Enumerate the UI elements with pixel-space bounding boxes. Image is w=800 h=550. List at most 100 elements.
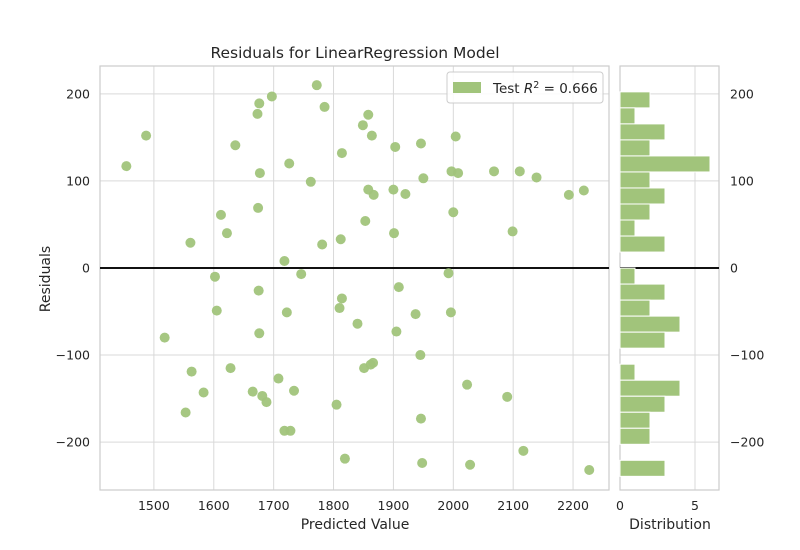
residual-point [507,226,518,237]
residual-point [462,379,473,390]
residual-point [141,130,152,141]
residual-point [296,269,307,280]
residual-point [305,176,316,187]
y-axis-label: Residuals [38,246,54,312]
residual-point [185,237,196,248]
x-tick-label: 1700 [258,498,290,513]
residual-point [465,459,476,470]
residual-point [279,256,290,267]
histogram-y-tick-label: −200 [730,435,764,450]
x-tick-label: 2000 [437,498,469,513]
residual-point [334,303,345,314]
residual-point [339,453,350,464]
histogram-bar [619,91,651,109]
residual-point [578,185,589,196]
chart-title: Residuals for LinearRegression Model [210,44,499,62]
residual-point [453,168,464,179]
residual-point [531,172,542,183]
legend: Test R2 = 0.666 [446,71,604,104]
residual-points [121,80,595,475]
residual-point [584,464,595,475]
residual-point [417,458,428,469]
histogram-bar [619,411,651,429]
y-tick-label: −200 [56,435,90,450]
residual-point [159,332,170,343]
residual-point [225,363,236,374]
residual-point [489,166,500,177]
legend-swatch [453,82,481,93]
residual-point [273,373,284,384]
residual-point [389,228,400,239]
residual-point [352,318,363,329]
residual-point [253,285,264,296]
residual-point [518,445,529,456]
residual-point [198,387,209,398]
residual-point [363,109,374,120]
histogram-bar [619,299,651,317]
residual-point [230,140,241,151]
residual-point [254,328,265,339]
residual-point [180,407,191,418]
residual-point [336,148,347,159]
residual-point [415,413,426,424]
residual-point [368,189,379,200]
residual-point [335,234,346,245]
histogram-bar [619,187,666,205]
histogram-y-tick-label: −100 [730,348,764,363]
residual-point [563,189,574,200]
histogram-bar [619,171,651,189]
residual-point [311,80,322,91]
residual-point [502,391,513,402]
histogram-bars [619,91,711,477]
residual-point [209,271,220,282]
residual-point [445,307,456,318]
residual-point [443,268,454,279]
y-tick-label: −100 [56,348,90,363]
residual-point [211,305,222,316]
x-tick-label: 1800 [318,498,350,513]
residual-point [390,141,401,152]
x-axis-label: Predicted Value [301,517,410,533]
legend-box [446,71,604,104]
y-tick-label: 100 [66,173,90,188]
histogram-bar [619,123,666,141]
residual-point [450,131,461,142]
residual-point [252,108,263,119]
residual-point [357,120,368,131]
x-tick-label: 2100 [497,498,529,513]
histogram-bar [619,379,681,397]
histogram-x-axis-label: Distribution [629,517,711,533]
residual-point [254,98,265,109]
residual-point [448,207,459,218]
residual-point [388,184,399,195]
histogram-y-tick-label: 0 [730,260,738,275]
residual-point [331,399,342,410]
histogram-bar [619,219,636,237]
residual-point [284,158,295,169]
residual-point [410,309,421,320]
histogram-y-tick-label: 200 [730,86,754,101]
histogram-bar [619,363,636,381]
residual-point [514,166,525,177]
x-tick-label: 1900 [378,498,410,513]
y-tick-labels: −200 −100 0 100 200 [56,86,90,449]
histogram-bar [619,331,666,349]
residual-point [261,397,272,408]
residual-point [247,386,258,397]
histogram-x-tick-label: 5 [691,498,699,513]
residual-point [317,239,328,250]
histogram-bar [619,235,666,253]
residual-point [415,350,426,361]
residual-point [285,425,296,436]
histogram-bar [619,267,636,285]
residual-point [415,138,426,149]
main-plot-frame [99,65,610,491]
residual-point [221,228,232,239]
histogram-bar [619,395,666,413]
residual-point [289,385,300,396]
histogram-bar [619,427,651,445]
x-tick-label: 2200 [557,498,589,513]
histogram-y-tick-label: 100 [730,173,754,188]
residual-point [393,282,404,293]
